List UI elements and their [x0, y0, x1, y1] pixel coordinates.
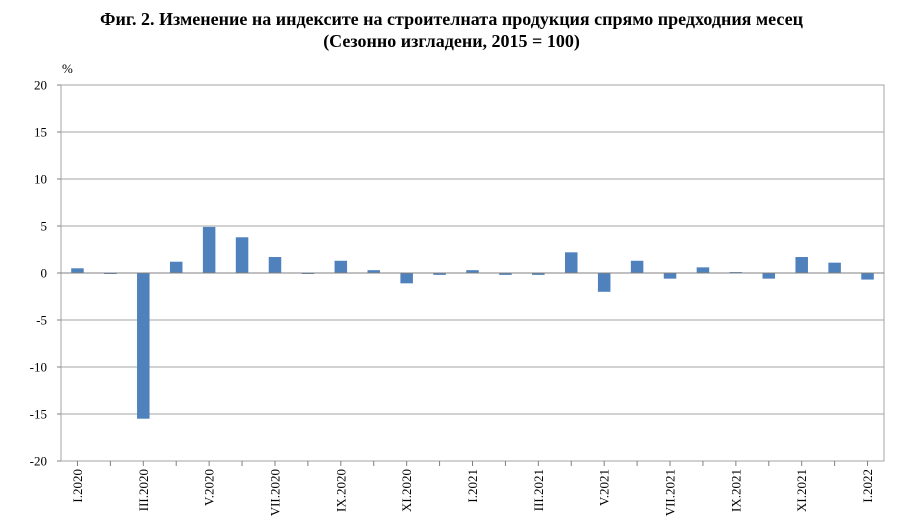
- bar-V.2021: [597, 273, 611, 292]
- bar-X.2020: [367, 270, 380, 273]
- bars: [71, 226, 874, 419]
- x-tick-label: V.2021: [597, 469, 612, 506]
- bar-III.2020: [137, 273, 150, 419]
- bar-XI.2021: [795, 257, 808, 273]
- x-tick-label: I.2020: [70, 469, 85, 503]
- chart-title: Фиг. 2. Изменение на индексите на строит…: [100, 9, 803, 29]
- y-tick-label: 10: [34, 172, 47, 187]
- x-tick-label: III.2020: [136, 469, 151, 511]
- y-tick-label: -15: [30, 407, 47, 422]
- bar-XI.2020: [400, 273, 413, 284]
- bar-XII.2020: [433, 273, 446, 275]
- chart-subtitle: (Сезонно изгладени, 2015 = 100): [323, 31, 580, 51]
- bar-VI.2021: [630, 260, 644, 273]
- bar-VI.2020: [235, 237, 249, 273]
- x-tick-label: VII.2021: [663, 469, 678, 516]
- bar-XII.2021: [828, 262, 841, 273]
- bar-X.2021: [762, 273, 776, 279]
- y-tick-label: -10: [30, 360, 47, 375]
- y-tick-label: 0: [41, 266, 48, 281]
- bar-I.2022: [861, 273, 874, 280]
- y-tick-label: 15: [34, 125, 47, 140]
- bar-VIII.2021: [696, 267, 710, 273]
- x-tick-label: I.2021: [465, 469, 480, 503]
- y-tick-label: 20: [34, 78, 47, 93]
- y-axis-unit-label: %: [62, 61, 73, 76]
- x-tick-label: V.2020: [202, 469, 217, 506]
- x-tick-label: I.2022: [860, 469, 875, 503]
- x-axis: I.2020 III.2020 V.2020 VII.2020 IX.2020 XI.20…: [61, 272, 884, 516]
- y-axis: 20 15 10 5 0 -5 -10 -15 -20: [30, 78, 61, 469]
- y-tick-label: -5: [36, 313, 47, 328]
- x-tick-label: IX.2021: [728, 469, 743, 512]
- bar-IV.2021: [565, 252, 578, 273]
- bar-II.2021: [499, 273, 512, 275]
- bar-IV.2020: [169, 261, 183, 273]
- y-tick-label: -20: [30, 454, 47, 469]
- x-tick-label: IX.2020: [333, 469, 348, 512]
- x-tick-label: III.2021: [531, 469, 546, 511]
- bar-IX.2020: [334, 260, 348, 273]
- bar-III.2021: [532, 273, 545, 275]
- bar-VII.2020: [268, 257, 282, 273]
- x-tick-label: VII.2020: [267, 469, 282, 516]
- chart-title-block: Фиг. 2. Изменение на индексите на строит…: [0, 8, 903, 52]
- bar-VII.2021: [663, 273, 677, 279]
- y-tick-label: 5: [41, 219, 48, 234]
- bar-V.2020: [202, 226, 216, 273]
- x-tick-label: XI.2020: [399, 469, 414, 512]
- bar-I.2021: [466, 270, 479, 273]
- x-tick-label: XI.2021: [794, 469, 809, 512]
- bar-I.2020: [71, 268, 84, 273]
